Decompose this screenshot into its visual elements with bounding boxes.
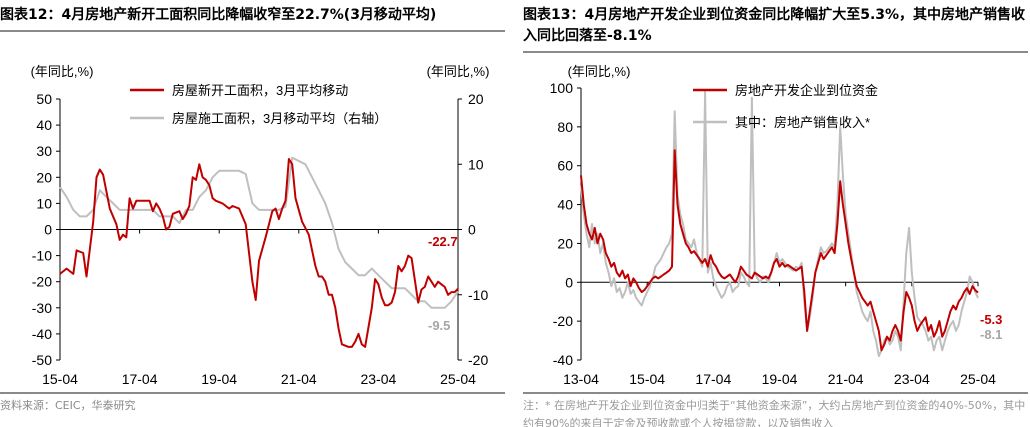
x-tick-label: 25-04 [960,371,996,387]
x-tick-label: 15-04 [629,371,665,387]
y-tick-label-left: 100 [550,80,574,96]
y-tick-label-left: 80 [557,119,573,135]
series-line [59,156,459,309]
y-tick-label-left: -30 [32,300,52,316]
y-tick-label-left: -10 [32,248,52,264]
y-tick-label-left: 0 [44,222,52,238]
y-tick-label-right: 10 [468,156,484,172]
chart-panel-right: 图表13：4月房地产开发企业到位资金同比降幅扩大至5.3%，其中房地产销售收入同… [523,0,1030,427]
y-tick-label-left: -50 [32,352,52,368]
x-tick-label: 17-04 [695,371,731,387]
legend-label: 房屋新开工面积，3月平均移动 [172,83,348,98]
y-tick-label-left: 50 [36,91,52,107]
y-tick-label-left: -20 [553,313,573,329]
series-line [580,90,979,358]
x-tick-label: 23-04 [894,371,930,387]
y-tick-label-left: 40 [557,197,573,213]
y-tick-label-right: -10 [468,287,488,303]
x-tick-label: 21-04 [828,371,864,387]
x-tick-label: 21-04 [281,371,317,387]
end-value-label: -8.1 [980,327,1002,342]
x-tick-label: 19-04 [201,371,237,387]
series-line [580,149,979,352]
title-rule [523,51,1028,53]
source-note: 资料来源：CEIC，华泰研究 [0,399,136,412]
y-tick-label-left: 40 [36,117,52,133]
x-tick-label: 25-04 [440,371,476,387]
y-tick-label-left: 10 [36,195,52,211]
x-tick-label: 19-04 [762,371,798,387]
y-tick-label-left: -40 [553,352,573,368]
y-tick-label-left: 30 [36,143,52,159]
y-tick-label-right: 0 [468,222,476,238]
source-rule [0,392,505,394]
end-value-label: -5.3 [980,312,1002,327]
y-axis-unit-left: (年同比,%) [31,64,94,79]
y-tick-label-left: -40 [32,326,52,342]
end-value-label: -22.7 [428,234,458,249]
y-tick-label-left: 20 [36,169,52,185]
y-axis-unit-right: (年同比,%) [427,64,490,79]
chart-title: 图表12：4月房地产新开工面积同比降幅收窄至22.7%(3月移动平均) [0,7,437,23]
y-tick-label-left: 0 [565,274,573,290]
y-tick-label-right: -20 [468,352,488,368]
end-value-label: -9.5 [428,318,450,333]
footnote: 注：* 在房地产开发企业到位资金中归类于“其他资金来源”，大约占房地产到位资金的… [523,399,1026,427]
series-line [59,158,459,348]
legend-label: 房屋施工面积，3月移动平均（右轴） [172,111,387,126]
legend-label: 其中：房地产销售收入* [735,115,870,130]
chart-left-svg: -50 -40 -30 -20 -10 0 10 20 30 40 50 -20 -10 0 10 20 15-… [31,64,490,387]
legend-label: 房地产开发企业到位资金 [735,83,878,98]
y-tick-label-right: 20 [468,91,484,107]
chart-panel-left: 图表12：4月房地产新开工面积同比降幅收窄至22.7%(3月移动平均) -50-… [0,0,510,427]
y-tick-label-left: 60 [557,158,573,174]
chart-right-svg: -40 -20 0 20 40 60 80 100 13-04 15-04 17-04 19-04 21… [550,64,1003,387]
x-tick-label: 13-04 [563,371,599,387]
chart-title: 图表13：4月房地产开发企业到位资金同比降幅扩大至5.3%，其中房地产销售收入同… [523,7,1026,44]
y-axis-unit: (年同比,%) [568,64,631,79]
y-tick-label-left: 20 [557,235,573,251]
x-tick-label: 17-04 [122,371,158,387]
y-tick-label-left: -20 [32,274,52,290]
x-tick-label: 23-04 [360,371,396,387]
source-rule [523,392,1028,394]
title-rule [0,30,505,32]
x-tick-label: 15-04 [42,371,78,387]
